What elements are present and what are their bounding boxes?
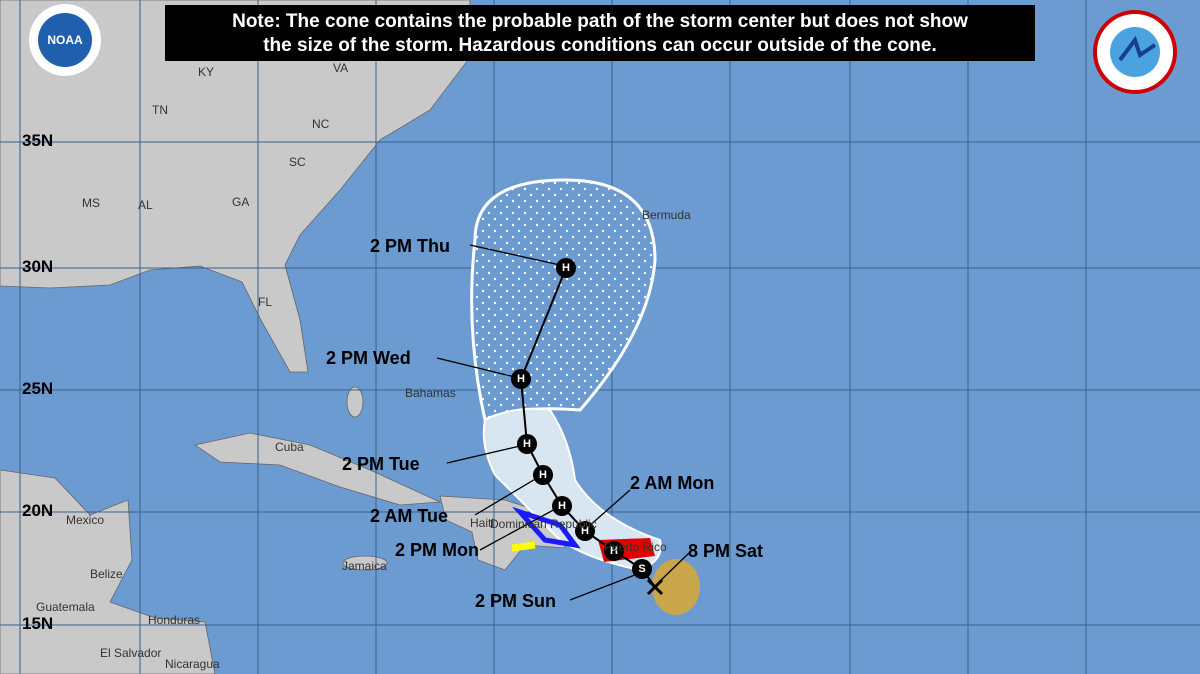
place-label: Puerto Rico	[604, 540, 667, 554]
note-line: the size of the storm. Hazardous conditi…	[263, 35, 937, 56]
place-label: GA	[232, 195, 249, 209]
time-labels: 2 PM Thu 2 PM Wed 2 PM Tue 2 AM Tue 2 PM…	[326, 236, 763, 611]
place-label: Nicaragua	[165, 657, 220, 671]
place-label: VA	[333, 61, 348, 75]
marker-symbol: H	[523, 438, 531, 450]
marker-symbol: H	[539, 469, 547, 481]
note-box	[165, 5, 1035, 61]
latitude-label: 15N	[22, 614, 53, 633]
time-label: 2 PM Tue	[342, 454, 420, 474]
place-label: El Salvador	[100, 646, 161, 660]
marker-symbol: H	[517, 373, 525, 385]
place-label: SC	[289, 155, 306, 169]
tropical-storm-warning	[511, 506, 581, 549]
marker-symbol: H	[610, 545, 618, 557]
noaa-logo: NOAA	[29, 4, 101, 76]
markers: H H H H H H H S	[511, 258, 652, 579]
place-label: Belize	[90, 567, 123, 581]
time-label: 2 PM Wed	[326, 348, 411, 368]
time-label: 2 PM Mon	[395, 540, 479, 560]
latitude-label: 20N	[22, 501, 53, 520]
place-label: Bahamas	[405, 386, 456, 400]
land	[0, 0, 656, 674]
latitude-labels: 35N 30N 25N 20N 15N	[22, 131, 53, 633]
latitude-label: 25N	[22, 379, 53, 398]
time-label: 8 PM Sat	[688, 541, 763, 561]
time-label: 2 PM Thu	[370, 236, 450, 256]
marker-symbol: H	[581, 525, 589, 537]
cone-days-4-5	[470, 178, 657, 423]
time-label: 2 PM Sun	[475, 591, 556, 611]
place-label: Honduras	[148, 613, 200, 627]
time-label: 2 AM Mon	[630, 473, 714, 493]
watch	[511, 541, 536, 552]
marker-symbol: S	[638, 563, 645, 575]
marker-symbol: H	[558, 500, 566, 512]
marker-symbol: H	[562, 262, 570, 274]
place-label: TN	[152, 103, 168, 117]
leader-lines	[436, 244, 691, 601]
current-position	[646, 578, 664, 596]
place-labels: KY VA TN NC SC MS AL GA FL Bermuda Baham…	[36, 61, 691, 671]
place-label: NC	[312, 117, 330, 131]
note-line: Note: The cone contains the probable pat…	[232, 11, 968, 32]
place-label: AL	[138, 198, 153, 212]
place-label: Cuba	[275, 440, 304, 454]
noaa-text: NOAA	[47, 33, 83, 47]
place-label: Mexico	[66, 513, 104, 527]
place-label: Dominican Republic	[490, 517, 597, 531]
place-label: MS	[82, 196, 100, 210]
latitude-label: 35N	[22, 131, 53, 150]
wind-field	[652, 559, 700, 615]
nws-logo	[1093, 10, 1177, 94]
time-label: 2 AM Tue	[370, 506, 448, 526]
place-label: Guatemala	[36, 600, 95, 614]
place-label: Jamaica	[342, 559, 387, 573]
latitude-label: 30N	[22, 257, 53, 276]
place-label: KY	[198, 65, 214, 79]
place-label: Bermuda	[642, 208, 691, 222]
place-label: Haiti	[470, 516, 494, 530]
place-label: FL	[258, 295, 272, 309]
